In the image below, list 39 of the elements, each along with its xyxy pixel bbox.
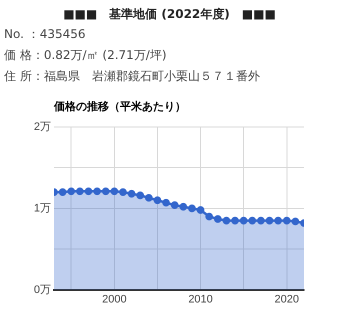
- point: [274, 216, 282, 224]
- point: [231, 216, 239, 224]
- point: [128, 190, 136, 198]
- point: [179, 202, 188, 211]
- x-tick-label: 2020: [274, 293, 299, 306]
- point: [136, 192, 144, 200]
- x-tick-label: 2000: [102, 293, 127, 306]
- point: [196, 206, 204, 214]
- point: [257, 216, 265, 224]
- point: [76, 187, 84, 196]
- text: 住 所：福島県 岩瀬郡鏡石町小栗山５７１番外: [4, 68, 261, 85]
- point: [292, 218, 300, 226]
- y-tick-label: 1万: [34, 202, 51, 214]
- point: [222, 216, 230, 224]
- point: [154, 196, 162, 204]
- x-tick-label: 2010: [188, 293, 213, 306]
- y-tick-label: 2万: [34, 121, 51, 134]
- point: [110, 187, 118, 196]
- point: [170, 201, 179, 209]
- text: 価 格：0.82万/㎡ (2.71万/坪): [4, 47, 168, 64]
- point: [162, 198, 170, 207]
- chart-title: ■■■ 基準地価 (2022年度) ■■■: [62, 6, 277, 23]
- chart-subtitle: 価格の推移（平米あたり）: [54, 99, 187, 113]
- point: [144, 194, 153, 202]
- point: [58, 188, 66, 196]
- point: [248, 216, 256, 224]
- point: [266, 216, 274, 224]
- point: [93, 187, 101, 196]
- point: [205, 212, 214, 220]
- point: [67, 187, 76, 196]
- point: [188, 204, 196, 212]
- point: [119, 188, 127, 196]
- point: [102, 187, 110, 196]
- point: [84, 187, 92, 196]
- point: [282, 216, 291, 224]
- text: No. ：435456: [4, 26, 87, 43]
- point: [240, 216, 248, 224]
- y-tick-label: 0万: [34, 284, 51, 296]
- point: [214, 215, 222, 223]
